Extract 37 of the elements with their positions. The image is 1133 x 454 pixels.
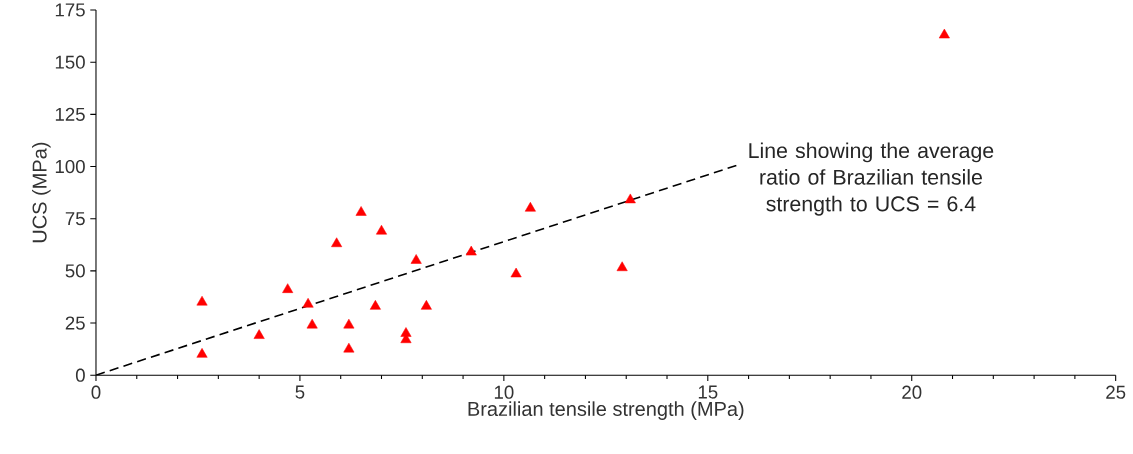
y-tick-label: 25 [65, 316, 85, 330]
point [524, 202, 536, 212]
point [410, 254, 422, 264]
x-tick-label: 5 [295, 385, 305, 399]
point [616, 261, 628, 272]
y-axis-title: UCS (MPa) [32, 142, 51, 243]
y-tick-label: 50 [65, 264, 85, 278]
point [302, 298, 314, 308]
point [196, 295, 208, 306]
x-tick-label: 15 [698, 385, 718, 399]
point [282, 283, 294, 293]
y-tick-label: 125 [55, 107, 85, 122]
point [938, 28, 950, 39]
point [355, 206, 367, 216]
x-tick-label: 20 [902, 385, 922, 399]
point [510, 267, 522, 278]
y-tick-label: 175 [55, 3, 85, 17]
y-tick-label: 100 [55, 159, 85, 174]
point [376, 225, 387, 235]
point [306, 318, 318, 329]
annotation: Line showing the average ratio of Brazilian tensile strength to UCS = 6.4 [749, 142, 994, 216]
x-tick-label: 0 [91, 385, 101, 399]
point [331, 237, 343, 248]
y-tick-label: 0 [75, 368, 85, 382]
point [369, 300, 381, 310]
y-tick-label: 150 [55, 55, 85, 69]
point [253, 329, 265, 339]
x-tick-label: 10 [494, 385, 514, 399]
point [420, 300, 432, 310]
point [196, 348, 208, 358]
point [465, 245, 477, 256]
point [624, 193, 636, 204]
x-tick-label: 25 [1106, 385, 1126, 399]
x-axis-title: Brazilian tensile strength (MPa) [468, 401, 744, 420]
y-tick-label: 75 [65, 212, 85, 226]
point [343, 318, 355, 329]
point [343, 342, 355, 353]
